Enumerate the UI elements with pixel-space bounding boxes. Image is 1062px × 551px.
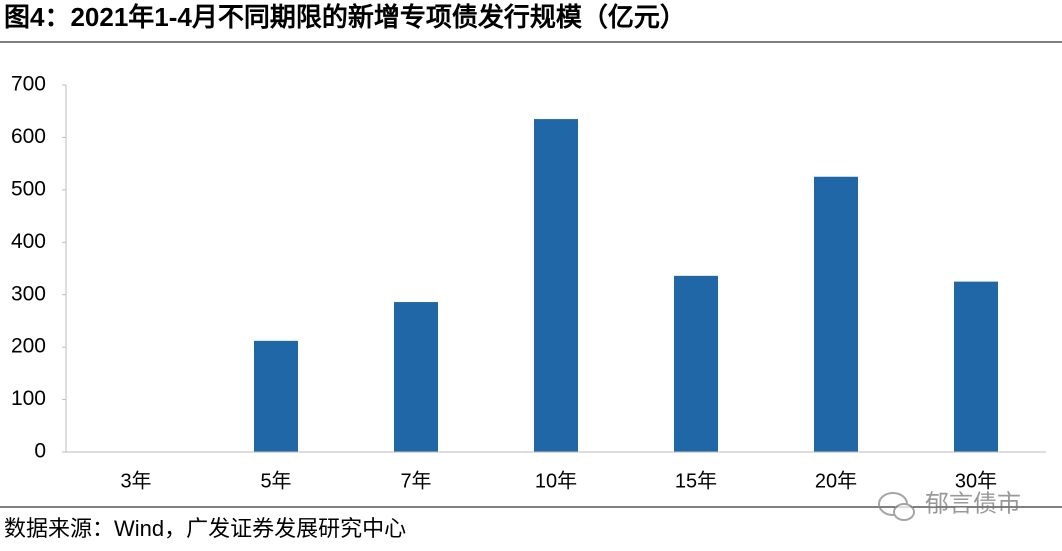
watermark-icon — [893, 503, 915, 521]
x-tick-label: 7年 — [400, 469, 431, 492]
y-tick-label: 400 — [11, 230, 46, 253]
watermark: 郁言债市 — [925, 490, 1021, 517]
x-tick-label: 3年 — [120, 469, 151, 492]
bar — [534, 119, 578, 452]
y-tick-label: 0 — [34, 440, 46, 463]
y-tick-label: 100 — [11, 387, 46, 410]
y-tick-label: 600 — [11, 125, 46, 148]
y-tick-label: 700 — [11, 73, 46, 96]
bar — [394, 302, 438, 452]
x-tick-label: 10年 — [535, 469, 577, 492]
y-tick-label: 300 — [11, 282, 46, 305]
bar — [254, 340, 298, 452]
chart-title: 图4：2021年1-4月不同期限的新增专项债发行规模（亿元） — [4, 2, 686, 32]
bar — [814, 176, 858, 452]
x-tick-label: 5年 — [260, 469, 291, 492]
source: 数据来源：Wind，广发证券发展研究中心 — [4, 516, 406, 541]
watermark-group: 郁言债市 — [878, 490, 1021, 521]
bar — [674, 275, 718, 452]
bar — [954, 281, 998, 452]
x-tick-label: 15年 — [675, 469, 717, 492]
y-tick-label: 200 — [11, 335, 46, 358]
x-tick-label: 30年 — [955, 469, 997, 492]
y-tick-label: 500 — [11, 177, 46, 200]
x-tick-label: 20年 — [815, 469, 857, 492]
